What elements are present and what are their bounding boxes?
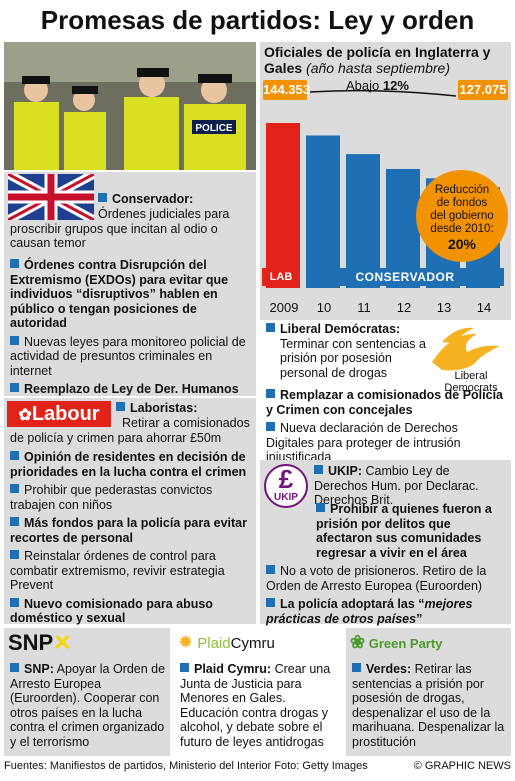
conservative-panel: Conservador: Órdenes judiciales para pro… (4, 172, 256, 411)
labour-list: Opinión de residentes en decisión de pri… (10, 450, 252, 630)
bullet-icon (10, 484, 19, 493)
list-item: Órdenes contra Disrupción del Extremismo… (10, 258, 229, 330)
bullet-icon (352, 663, 361, 672)
ukip-list: Prohibir a quienes fueron a prisión por … (266, 502, 506, 630)
libdem-logo-text: Liberal Democrats (444, 370, 498, 394)
bullet-icon (10, 383, 19, 392)
list-item: Prohibir a quienes fueron a prisión por … (316, 502, 492, 560)
chart-subtitle: (año hasta septiembre) (306, 60, 450, 76)
libdem-bird-logo-icon (432, 327, 500, 371)
change-label: Abajo 12% (346, 78, 409, 93)
bar-10 (306, 135, 340, 288)
list-item: Nuevas leyes para monitoreo policial de … (10, 334, 246, 378)
bullet-icon (10, 451, 19, 460)
list-item: Más fondos para la policía para evitar r… (10, 516, 247, 545)
footer: Fuentes: Manifiestos de partidos, Minist… (4, 760, 511, 772)
list-item: Remplazar a comisionados de Policía y Cr… (266, 388, 503, 417)
funding-cut-annotation: Reducción de fondos del gobierno desde 2… (416, 170, 508, 262)
x-tick-label: 13 (436, 300, 452, 315)
footer-photo-credit: Foto: Getty Images (274, 760, 368, 772)
green-logo: ❀ Green Party (350, 632, 443, 652)
police-photo: POLICE (4, 42, 256, 170)
bullet-icon (266, 422, 275, 431)
conservative-flag-icon (8, 174, 94, 220)
labour-intro: Laboristas: (116, 401, 252, 416)
bullet-icon (10, 597, 19, 607)
list-item: Nueva declaración de Derechos Digitales … (266, 421, 461, 464)
labour-intro-text: Retirar a comisionados de policía y crim… (10, 416, 250, 445)
conservative-list: Órdenes contra Disrupción del Extremismo… (10, 258, 252, 415)
bullet-icon (10, 663, 19, 672)
plaid-logo: ✹ PlaidCymru (178, 632, 275, 652)
globe-icon: ❀ (350, 632, 366, 652)
x-tick-label: 12 (396, 300, 412, 315)
bullet-icon (10, 517, 19, 526)
conservative-intro: Conservador: (98, 192, 252, 207)
snp-logo: SNP✕ (8, 630, 72, 655)
police-badge-text: POLICE (195, 123, 233, 134)
plaid-text: Plaid Cymru: Crear una Junta de Justicia… (180, 662, 331, 749)
ukip-panel: £ UKIP UKIP: Cambio Ley de Derechos Hum.… (260, 460, 511, 626)
bullet-icon (98, 193, 107, 202)
bullet-icon (266, 598, 275, 607)
chart-title: Oficiales de policía en Inglaterra y Gal… (264, 44, 491, 76)
value-label-last: 127.075 (458, 80, 508, 100)
bullet-icon (10, 335, 19, 345)
bullet-icon (266, 389, 275, 398)
list-item: La policía adoptará las “mejores práctic… (266, 597, 473, 626)
green-panel: ❀ Green Party Verdes: Retirar las senten… (346, 628, 511, 756)
bullet-icon (10, 259, 19, 268)
bar-11 (346, 154, 380, 288)
bullet-icon (116, 402, 125, 411)
x-tick-label: 14 (476, 300, 492, 315)
green-text: Verdes: Retirar las sentencias a prisión… (352, 662, 505, 749)
plaid-panel: ✹ PlaidCymru Plaid Cymru: Crear una Junt… (174, 628, 342, 756)
bullet-icon (10, 550, 19, 559)
snp-loop-icon: ✕ (53, 630, 72, 655)
list-item: Opinión de residentes en decisión de pri… (10, 450, 247, 479)
police-officers-image: POLICE (4, 42, 256, 170)
bullet-icon (314, 465, 323, 474)
snp-panel: SNP✕ SNP: Apoyar la Orden de Arresto Eur… (4, 628, 170, 756)
footer-copyright: © GRAPHIC NEWS (413, 760, 511, 772)
snp-text: SNP: Apoyar la Orden de Arresto Europea … (10, 662, 166, 749)
trend-arrow-icon (309, 89, 457, 97)
poppy-icon: ✹ (178, 632, 194, 652)
libdem-panel: Liberal Democrats Liberal Demócratas: Term… (260, 322, 511, 464)
conservative-intro-text: Órdenes judiciales para proscribir grupo… (10, 207, 230, 250)
bar-2009 (266, 123, 300, 289)
list-item: Reinstalar órdenes de control para comba… (10, 549, 225, 592)
labour-panel: ✿Labour Laboristas: Retirar a comisionad… (4, 398, 256, 625)
bullet-icon (266, 323, 275, 332)
list-item: Nuevo comisionado para abuso doméstico y… (10, 596, 213, 625)
bullet-icon (316, 503, 325, 512)
bullet-icon (180, 663, 189, 672)
period-lab-tag: LAB (262, 268, 300, 286)
pound-icon: £ (278, 464, 294, 494)
page-title: Promesas de partidos: Ley y orden (40, 5, 475, 35)
bullet-icon (266, 565, 275, 574)
list-item: Prohibir que pederastas convictos trabaj… (10, 483, 213, 512)
libdem-intro: Liberal Demócratas: Terminar con sentenci… (266, 322, 426, 380)
footer-sources: Fuentes: Manifiestos de partidos, Minist… (4, 760, 272, 772)
rose-icon: ✿ (18, 407, 32, 424)
x-tick-label: 10 (316, 300, 332, 315)
x-tick-label: 2009 (269, 300, 299, 315)
labour-logo: ✿Labour (7, 401, 111, 427)
list-item: No a voto de prisioneros. Retiro de la O… (266, 564, 487, 593)
ukip-logo: £ UKIP (264, 464, 308, 508)
period-conservative-tag: CONSERVADOR (306, 268, 504, 286)
ukip-intro: UKIP: Cambio Ley de Derechos Hum. por De… (314, 464, 479, 507)
libdem-list: Remplazar a comisionados de Policía y Cr… (266, 388, 506, 469)
value-label-first: 144.353 (263, 80, 310, 100)
x-tick-label: 11 (357, 300, 371, 315)
